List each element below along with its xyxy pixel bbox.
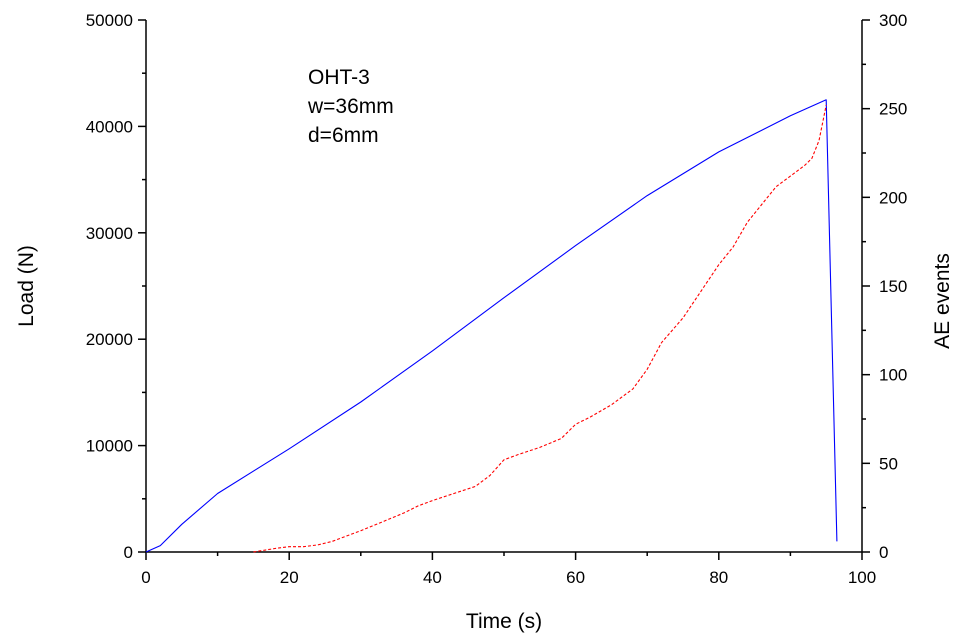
y-tick-label: 20000: [86, 330, 133, 349]
x-axis-title: Time (s): [466, 610, 542, 633]
y2-tick-label: 150: [879, 277, 907, 296]
y-tick-label: 40000: [86, 117, 133, 136]
y2-tick-label: 200: [879, 188, 907, 207]
annotation-box: OHT-3 w=36mm d=6mm: [307, 66, 394, 147]
series-layer: [145, 99, 838, 553]
x-tick-label: 0: [141, 568, 150, 587]
y-tick-label: 10000: [86, 437, 133, 456]
y2-tick-label: 50: [879, 454, 898, 473]
x-tick-label: 100: [848, 568, 876, 587]
annotation-line: OHT-3: [308, 66, 370, 89]
ae-events-series-line: [253, 104, 827, 553]
x-tick-label: 20: [280, 568, 299, 587]
y-tick-label: 30000: [86, 224, 133, 243]
y2-tick-label: 100: [879, 366, 907, 385]
y-axis-title: Load (N): [15, 245, 38, 327]
annotation-line: w=36mm: [307, 95, 394, 118]
x-tick-label: 60: [566, 568, 585, 587]
y-tick-label: 0: [124, 543, 133, 562]
x-tick-label: 80: [709, 568, 728, 587]
y2-tick-label: 250: [879, 100, 907, 119]
y-tick-label: 50000: [86, 11, 133, 30]
y2-tick-label: 0: [879, 543, 888, 562]
annotation-line: d=6mm: [308, 124, 379, 147]
load-series-line: [145, 99, 838, 553]
y2-axis-title: AE events: [931, 253, 954, 349]
axes: 0 20 40 60 80 1000100002000030000400005000005…: [86, 11, 908, 587]
y2-tick-label: 300: [879, 11, 907, 30]
x-tick-label: 40: [423, 568, 442, 587]
